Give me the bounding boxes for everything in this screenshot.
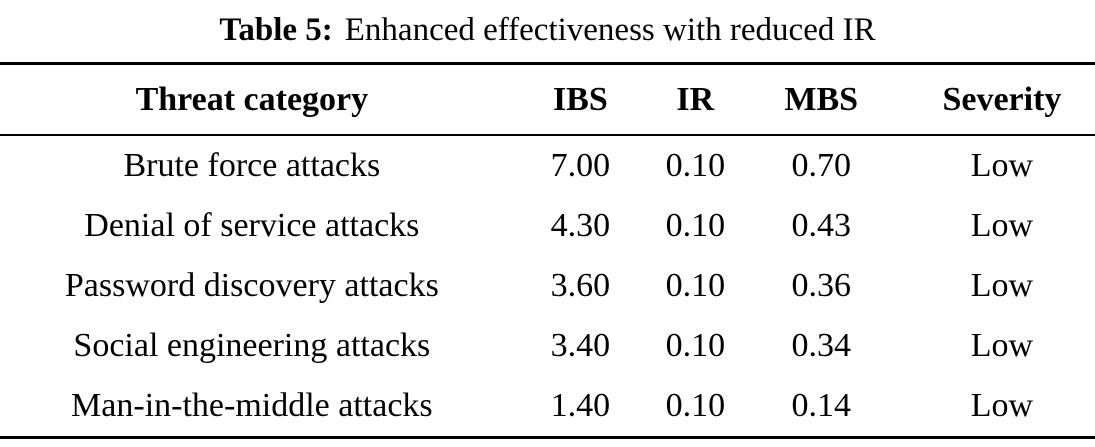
severity-cell: Low <box>970 147 1034 184</box>
mbs-cell: 0.34 <box>791 327 851 364</box>
column-header-threat-category: Threat category <box>0 63 504 136</box>
table-row: Denial of service attacks 4.30 0.10 0.43 Low <box>0 196 1095 256</box>
table-row: Man-in-the-middle attacks 1.40 0.10 0.14 Low <box>0 376 1095 438</box>
threat-severity-table: Threat category IBS IR MBS Severity Brut… <box>0 62 1095 439</box>
threat-category-cell: Password discovery attacks <box>64 267 439 304</box>
table-row: Social engineering attacks 3.40 0.10 0.34 Lo… <box>0 316 1095 376</box>
severity-cell: Low <box>970 207 1034 244</box>
severity-cell: Low <box>970 387 1034 424</box>
ibs-cell: 7.00 <box>550 147 611 184</box>
column-header-ir: IR <box>657 63 734 136</box>
threat-category-cell: Man-in-the-middle attacks <box>71 387 433 424</box>
threat-category-cell: Brute force attacks <box>123 147 381 184</box>
severity-cell: Low <box>970 267 1034 304</box>
table-row: Brute force attacks 7.00 0.10 0.70 Low <box>0 135 1095 196</box>
caption-text: Enhanced effectiveness with reduced IR <box>344 12 876 48</box>
table-header: Threat category IBS IR MBS Severity <box>0 63 1095 136</box>
ir-cell: 0.10 <box>665 147 726 184</box>
mbs-cell: 0.70 <box>791 147 851 184</box>
header-row: Threat category IBS IR MBS Severity <box>0 63 1095 136</box>
mbs-cell: 0.36 <box>791 267 851 304</box>
caption-label: Table 5: <box>219 12 333 48</box>
table-row: Password discovery attacks 3.60 0.10 0.36 Lo… <box>0 256 1095 316</box>
table-caption: Table 5: Enhanced effectiveness with redu… <box>0 0 1095 52</box>
ibs-cell: 4.30 <box>550 207 611 244</box>
ibs-cell: 3.60 <box>550 267 611 304</box>
column-header-mbs: MBS <box>733 63 909 136</box>
threat-category-cell: Social engineering attacks <box>73 327 431 364</box>
ir-cell: 0.10 <box>665 387 726 424</box>
ibs-cell: 1.40 <box>550 387 611 424</box>
ibs-cell: 3.40 <box>550 327 611 364</box>
ir-cell: 0.10 <box>665 207 726 244</box>
mbs-cell: 0.14 <box>791 387 851 424</box>
severity-cell: Low <box>970 327 1034 364</box>
threat-category-cell: Denial of service attacks <box>84 207 420 244</box>
ir-cell: 0.10 <box>665 267 726 304</box>
column-header-severity: Severity <box>908 63 1095 136</box>
ir-cell: 0.10 <box>665 327 726 364</box>
table-body: Brute force attacks 7.00 0.10 0.70 Low Denial… <box>0 135 1095 438</box>
column-header-ibs: IBS <box>503 63 657 136</box>
mbs-cell: 0.43 <box>791 207 851 244</box>
